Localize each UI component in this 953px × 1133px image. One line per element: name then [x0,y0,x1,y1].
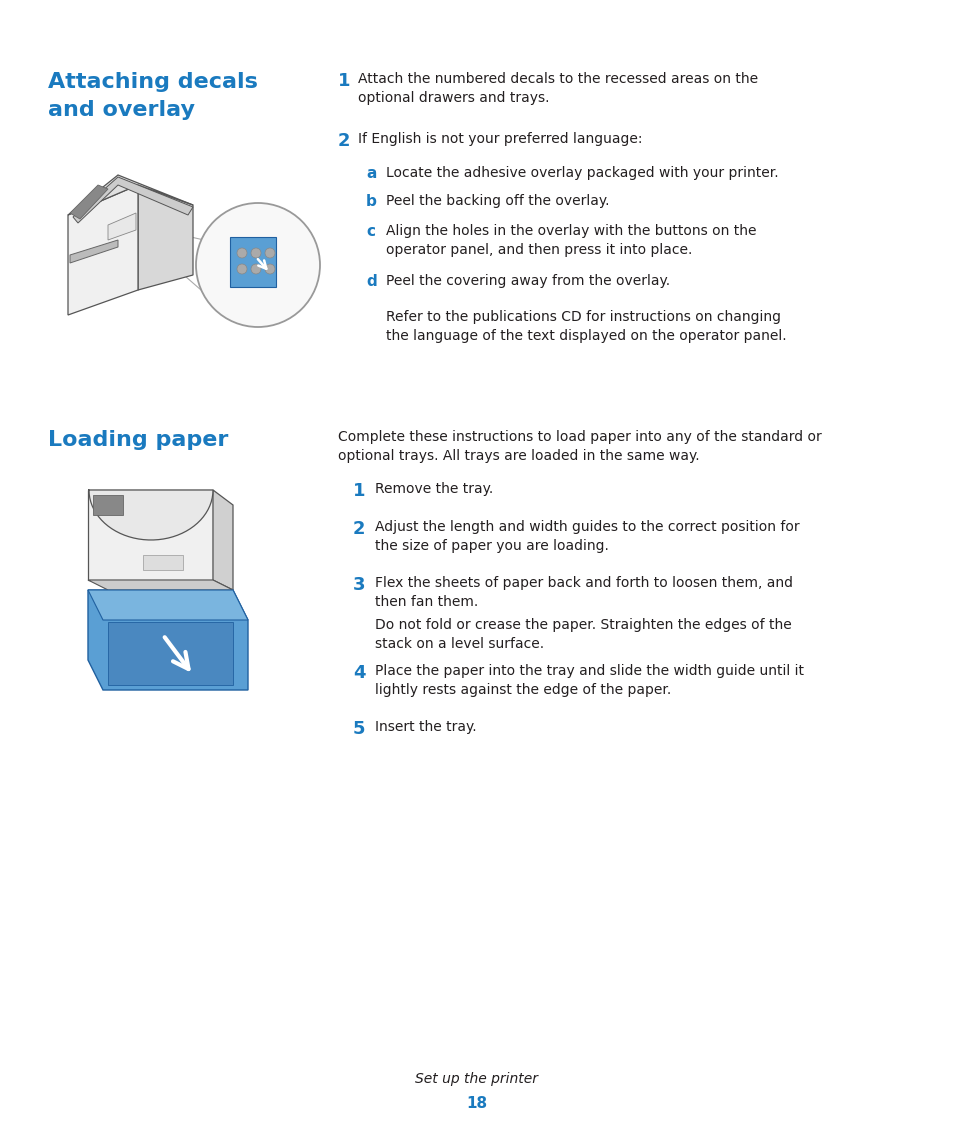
Text: Peel the covering away from the overlay.: Peel the covering away from the overlay. [386,274,669,288]
Text: Flex the sheets of paper back and forth to loosen them, and
then fan them.: Flex the sheets of paper back and forth … [375,576,792,608]
Text: 1: 1 [353,482,365,500]
Text: Do not fold or crease the paper. Straighten the edges of the
stack on a level su: Do not fold or crease the paper. Straigh… [375,617,791,651]
Text: If English is not your preferred language:: If English is not your preferred languag… [357,133,641,146]
Polygon shape [68,174,193,215]
Circle shape [265,264,274,274]
Circle shape [251,264,261,274]
Polygon shape [108,213,136,240]
Polygon shape [70,185,108,219]
Text: 2: 2 [337,133,350,150]
Polygon shape [92,495,123,516]
Text: 3: 3 [353,576,365,594]
Text: Insert the tray.: Insert the tray. [375,719,476,734]
Polygon shape [68,185,138,315]
Text: Complete these instructions to load paper into any of the standard or
optional t: Complete these instructions to load pape… [337,431,821,463]
Text: Loading paper: Loading paper [48,431,228,450]
Text: Attaching decals: Attaching decals [48,73,257,92]
Text: Attach the numbered decals to the recessed areas on the
optional drawers and tra: Attach the numbered decals to the recess… [357,73,758,105]
Text: b: b [366,194,376,208]
Circle shape [236,248,247,258]
Text: 2: 2 [353,520,365,538]
Text: a: a [366,167,376,181]
Polygon shape [213,489,233,590]
Text: Align the holes in the overlay with the buttons on the
operator panel, and then : Align the holes in the overlay with the … [386,224,756,257]
Polygon shape [88,580,233,590]
Text: Set up the printer: Set up the printer [416,1072,537,1087]
Circle shape [265,248,274,258]
Text: and overlay: and overlay [48,100,194,120]
Text: Peel the backing off the overlay.: Peel the backing off the overlay. [386,194,609,208]
Polygon shape [88,590,248,690]
Polygon shape [88,489,213,580]
Text: 1: 1 [337,73,350,90]
Polygon shape [88,590,248,620]
Polygon shape [73,177,193,223]
Text: Locate the adhesive overlay packaged with your printer.: Locate the adhesive overlay packaged wit… [386,167,778,180]
Text: d: d [366,274,376,289]
Text: Adjust the length and width guides to the correct position for
the size of paper: Adjust the length and width guides to th… [375,520,799,553]
Text: 4: 4 [353,664,365,682]
Circle shape [236,264,247,274]
Text: 5: 5 [353,719,365,738]
Circle shape [251,248,261,258]
Polygon shape [108,622,233,685]
Text: c: c [366,224,375,239]
Text: Refer to the publications CD for instructions on changing
the language of the te: Refer to the publications CD for instruc… [386,310,786,343]
Text: Place the paper into the tray and slide the width guide until it
lightly rests a: Place the paper into the tray and slide … [375,664,803,697]
Circle shape [195,203,319,327]
Text: Remove the tray.: Remove the tray. [375,482,493,496]
Polygon shape [143,555,183,570]
Text: 18: 18 [466,1096,487,1111]
Polygon shape [88,489,213,540]
Polygon shape [70,240,118,263]
Polygon shape [138,185,193,290]
Polygon shape [230,237,275,287]
